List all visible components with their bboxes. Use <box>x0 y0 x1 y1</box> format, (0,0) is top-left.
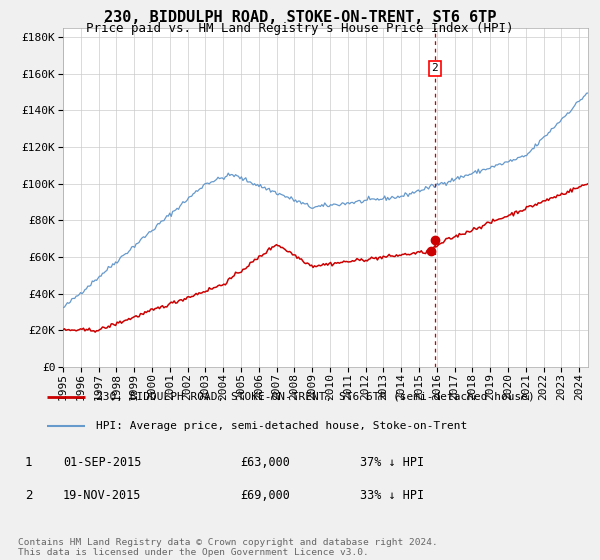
Text: 230, BIDDULPH ROAD, STOKE-ON-TRENT, ST6 6TP: 230, BIDDULPH ROAD, STOKE-ON-TRENT, ST6 … <box>104 10 496 25</box>
Text: 2: 2 <box>431 63 439 73</box>
Text: HPI: Average price, semi-detached house, Stoke-on-Trent: HPI: Average price, semi-detached house,… <box>96 421 467 431</box>
Text: 230, BIDDULPH ROAD, STOKE-ON-TRENT, ST6 6TP (semi-detached house): 230, BIDDULPH ROAD, STOKE-ON-TRENT, ST6 … <box>96 392 535 402</box>
Text: Price paid vs. HM Land Registry's House Price Index (HPI): Price paid vs. HM Land Registry's House … <box>86 22 514 35</box>
Text: 37% ↓ HPI: 37% ↓ HPI <box>360 455 424 469</box>
Text: 33% ↓ HPI: 33% ↓ HPI <box>360 489 424 502</box>
Text: 2: 2 <box>25 489 32 502</box>
Text: 1: 1 <box>25 455 32 469</box>
Text: £63,000: £63,000 <box>240 455 290 469</box>
Text: 19-NOV-2015: 19-NOV-2015 <box>63 489 142 502</box>
Text: £69,000: £69,000 <box>240 489 290 502</box>
Text: 01-SEP-2015: 01-SEP-2015 <box>63 455 142 469</box>
Text: Contains HM Land Registry data © Crown copyright and database right 2024.
This d: Contains HM Land Registry data © Crown c… <box>18 538 438 557</box>
